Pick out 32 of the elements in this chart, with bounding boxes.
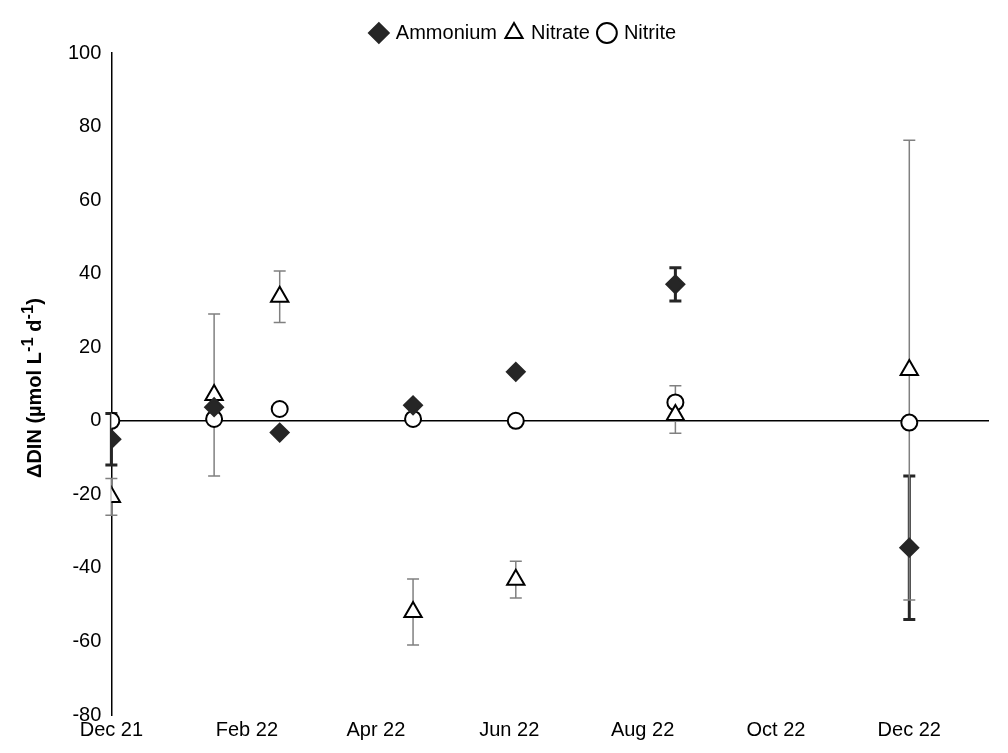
x-tick-label: Aug 22 — [610, 717, 675, 740]
legend-label: Nitrite — [623, 20, 677, 43]
point — [204, 397, 225, 418]
point — [665, 274, 686, 295]
legend-label: Ammonium — [395, 20, 498, 43]
x-tick-label: Jun 22 — [479, 717, 540, 740]
legend-label: Nitrate — [531, 20, 590, 43]
point — [404, 409, 423, 428]
point — [505, 361, 526, 382]
point — [899, 359, 919, 377]
y-tick-label: -60 — [72, 628, 102, 651]
point — [204, 384, 224, 402]
x-tick-label: Dec 22 — [877, 717, 941, 740]
point — [403, 395, 424, 416]
point — [270, 400, 289, 419]
x-tick-label: Apr 22 — [346, 717, 406, 740]
y-tick-label: 60 — [79, 187, 102, 210]
y-tick-label: 100 — [67, 40, 102, 63]
point — [506, 411, 525, 430]
y-tick-label: -40 — [72, 555, 102, 578]
y-tick-label: 0 — [90, 408, 102, 431]
y-tick-label: 20 — [79, 334, 102, 357]
x-tick-label: Oct 22 — [746, 717, 806, 740]
point — [506, 568, 526, 586]
point — [899, 537, 920, 558]
x-tick-label: Feb 22 — [215, 717, 279, 740]
y-tick-label: 80 — [79, 114, 102, 137]
point — [269, 422, 290, 443]
point — [403, 601, 423, 619]
y-tick-label: 40 — [79, 261, 102, 284]
point — [900, 413, 919, 432]
y-tick-label: -20 — [72, 481, 102, 504]
